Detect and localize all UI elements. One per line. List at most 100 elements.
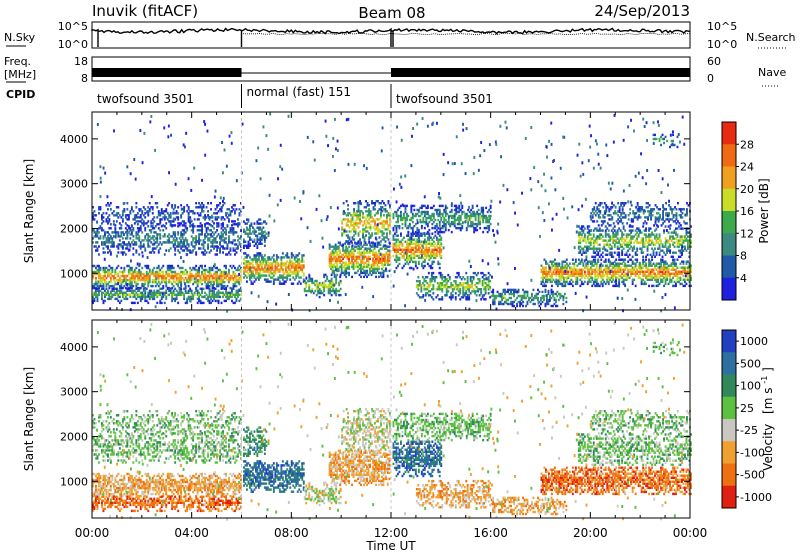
power-cell (381, 261, 383, 264)
power-cell (109, 223, 112, 226)
power-cell (144, 237, 147, 240)
power-cell (118, 280, 121, 284)
power-cell (301, 268, 304, 271)
power-cell (381, 275, 383, 279)
power-cell (238, 299, 241, 303)
power-cell (244, 260, 247, 263)
power-cell (627, 260, 630, 263)
power-cell (353, 202, 355, 205)
power-cell (144, 291, 147, 294)
power-cell (395, 252, 398, 256)
power-cell (328, 255, 331, 258)
power-cell (210, 266, 212, 270)
power-cell (547, 302, 550, 306)
power-cell (486, 216, 489, 220)
power-cell (373, 271, 376, 275)
power-cell (226, 247, 229, 250)
power-cell (219, 280, 221, 284)
power-cell (148, 239, 151, 242)
power-cell (123, 276, 126, 280)
power-cell (229, 231, 232, 234)
power-cell (472, 288, 475, 291)
power-cell (157, 276, 160, 280)
power-cell (443, 210, 446, 214)
power-cell (552, 304, 554, 308)
power-cell (154, 241, 157, 244)
power-cell (99, 266, 102, 270)
power-cell (290, 282, 293, 285)
power-cell (384, 208, 387, 211)
power-cell (299, 282, 302, 285)
power-cell (183, 208, 186, 211)
power-cell (404, 258, 407, 262)
power-cell (190, 241, 193, 244)
power-cell (346, 251, 349, 254)
power-cell (272, 280, 275, 283)
power-cell (489, 222, 492, 226)
power-cell (406, 212, 408, 216)
power-cell (432, 298, 435, 301)
power-cell (147, 278, 150, 282)
power-cell (363, 257, 365, 260)
power-cell (625, 272, 628, 275)
power-cell (356, 216, 358, 219)
power-cell (305, 285, 308, 289)
power-cell (275, 268, 278, 271)
power-cell (462, 288, 465, 291)
power-cell (169, 280, 172, 284)
power-cell (216, 241, 218, 244)
power-cell (145, 295, 148, 299)
power-cell (413, 250, 416, 253)
power-cell (441, 220, 444, 224)
power-cell (427, 284, 430, 287)
power-cell (370, 241, 373, 244)
power-cell (253, 274, 256, 277)
power-cell (472, 276, 475, 279)
power-cell (420, 288, 423, 291)
power-cell (286, 278, 289, 281)
power-cell (115, 289, 118, 292)
power-cell (350, 220, 352, 223)
power-cell (163, 276, 166, 280)
power-cell (204, 264, 206, 268)
power-cell (180, 291, 183, 294)
power-cell (472, 271, 475, 275)
power-cell (403, 254, 405, 258)
power-cell (392, 214, 395, 218)
beam-title: Beam 08 (358, 4, 425, 22)
power-cell (574, 260, 577, 263)
power-cell (154, 270, 157, 274)
power-cell (565, 270, 568, 273)
power-cell (263, 258, 266, 261)
power-cell (400, 248, 402, 251)
power-cell (214, 231, 217, 234)
power-cell (211, 245, 214, 248)
power-cell (562, 278, 565, 281)
power-cell (132, 295, 135, 299)
power-cell (169, 276, 172, 280)
power-cell (115, 266, 118, 270)
power-cell (135, 272, 138, 276)
power-cell (281, 276, 284, 279)
power-cell (235, 243, 238, 246)
power-cell (453, 212, 456, 216)
power-cell (363, 265, 365, 269)
power-cell (112, 243, 115, 246)
power-cell (643, 270, 646, 273)
power-cell (120, 299, 123, 303)
power-cell (542, 274, 544, 277)
power-cell (654, 272, 656, 275)
power-cell (486, 230, 489, 234)
power-cell (339, 259, 342, 262)
power-cell (542, 268, 544, 271)
power-cell (436, 286, 439, 289)
power-cell (372, 265, 374, 269)
power-cell (162, 274, 165, 278)
power-cell (468, 290, 471, 293)
power-cell (108, 286, 111, 290)
power-cell (408, 254, 411, 258)
power-cell (232, 284, 235, 288)
power-cell (190, 291, 193, 294)
power-cell (121, 231, 124, 234)
power-cell (108, 268, 111, 272)
